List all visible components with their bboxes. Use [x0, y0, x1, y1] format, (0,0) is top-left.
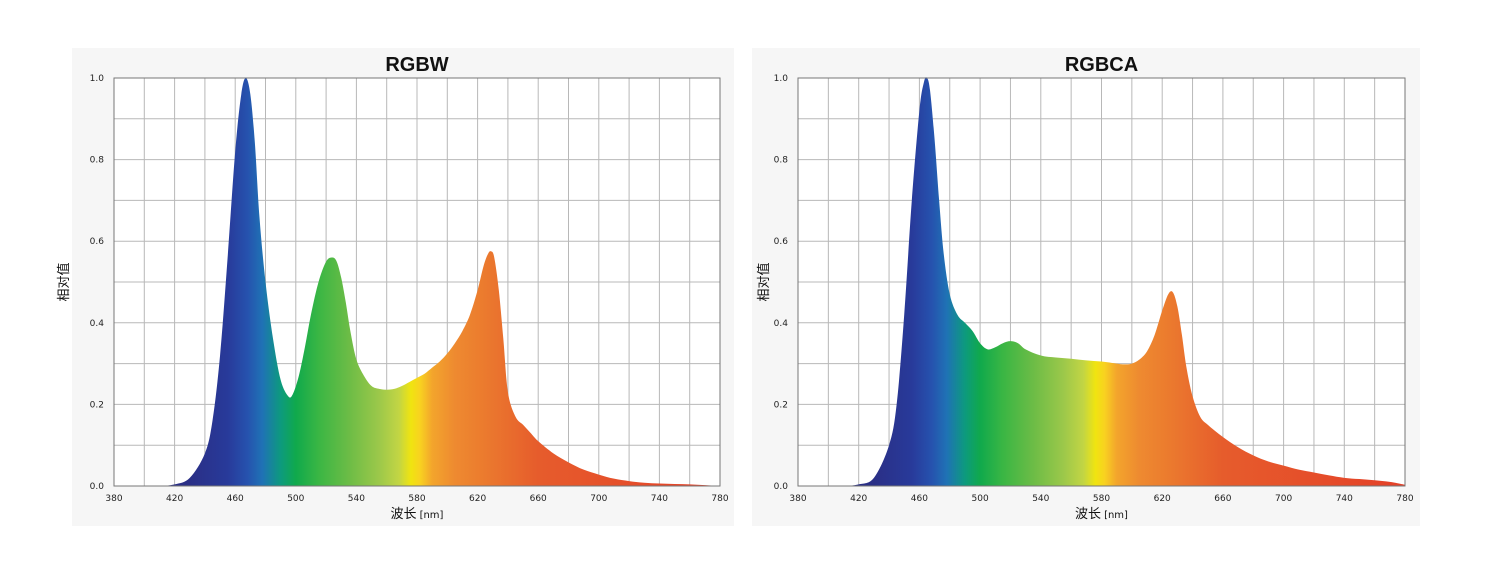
x-tick-label: 380 [105, 494, 122, 504]
x-tick-label: 580 [1093, 494, 1110, 504]
y-tick-label: 0.4 [774, 319, 789, 329]
x-axis-unit: [nm] [420, 510, 444, 521]
x-axis-label: 波长 [nm] [1075, 507, 1128, 522]
x-tick-label: 780 [1396, 494, 1413, 504]
y-axis-label: 相对值 [56, 262, 72, 301]
y-axis-label: 相对值 [756, 262, 772, 301]
y-tick-label: 0.8 [774, 156, 789, 166]
spectrum-area [828, 77, 1405, 486]
plot-border [113, 77, 721, 487]
x-tick-label: 740 [1336, 494, 1353, 504]
spectrum-chart-rgbw: 380 420 460 500 540 580 620 660 700 740 780 0.0 0.2 0… [56, 54, 729, 522]
x-axis-label: 波长 [nm] [391, 507, 444, 522]
chart-panel-rgbca: 380 420 460 500 540 580 620 660 700 740 780 0.0 0.2 0… [752, 48, 1420, 526]
chart-title: RGBCA [1065, 54, 1138, 76]
x-axis-unit: [nm] [1104, 510, 1128, 521]
chart-panel-rgbw: 380 420 460 500 540 580 620 660 700 740 780 0.0 0.2 0… [56, 48, 734, 526]
chart-title: RGBW [385, 54, 448, 76]
spectrum-area [144, 78, 721, 486]
x-tick-label: 420 [850, 494, 867, 504]
x-tick-label: 780 [711, 494, 728, 504]
x-tick-label: 540 [1032, 494, 1049, 504]
x-tick-label: 500 [972, 494, 989, 504]
y-tick-label: 0.0 [774, 482, 789, 492]
x-tick-label: 660 [530, 494, 547, 504]
y-tick-label: 0.0 [90, 482, 105, 492]
x-tick-label: 540 [348, 494, 365, 504]
y-tick-label: 0.6 [774, 237, 789, 247]
x-tick-label: 460 [227, 494, 244, 504]
y-tick-label: 1.0 [774, 74, 789, 84]
x-tick-label: 620 [469, 494, 486, 504]
x-tick-label: 420 [166, 494, 183, 504]
x-tick-label: 660 [1214, 494, 1231, 504]
x-tick-label: 500 [287, 494, 304, 504]
x-tick-label: 700 [1275, 494, 1292, 504]
y-tick-label: 0.4 [90, 319, 105, 329]
y-tick-label: 0.2 [774, 400, 788, 410]
x-tick-label: 380 [789, 494, 806, 504]
y-tick-label: 0.6 [90, 237, 105, 247]
x-tick-label: 700 [590, 494, 607, 504]
y-tick-label: 1.0 [90, 74, 105, 84]
x-tick-label: 740 [651, 494, 668, 504]
y-tick-label: 0.2 [90, 400, 104, 410]
plot-border [797, 77, 1406, 487]
y-tick-label: 0.8 [90, 156, 105, 166]
x-tick-label: 620 [1154, 494, 1171, 504]
x-tick-label: 460 [911, 494, 928, 504]
x-tick-label: 580 [408, 494, 425, 504]
spectrum-chart-rgbca: 380 420 460 500 540 580 620 660 700 740 780 0.0 0.2 0… [756, 54, 1414, 522]
